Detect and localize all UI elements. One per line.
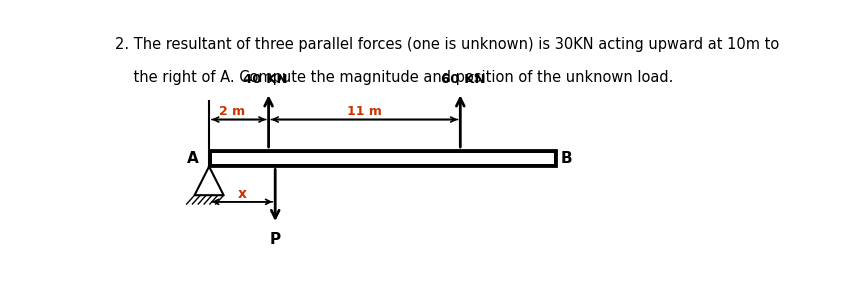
Text: 60 KN: 60 KN <box>440 73 486 86</box>
Text: x: x <box>238 187 246 201</box>
Text: P: P <box>269 232 280 247</box>
Bar <box>209 150 556 166</box>
Text: 40 KN: 40 KN <box>243 73 287 86</box>
Text: 2. The resultant of three parallel forces (one is unknown) is 30KN acting upward: 2. The resultant of three parallel force… <box>114 37 778 52</box>
Bar <box>211 153 553 164</box>
Polygon shape <box>194 166 223 195</box>
Text: B: B <box>560 151 571 166</box>
Text: the right of A. Compute the magnitude and position of the unknown load.: the right of A. Compute the magnitude an… <box>114 70 672 85</box>
Text: 11 m: 11 m <box>347 105 382 119</box>
Text: 2 m: 2 m <box>219 105 245 119</box>
Text: A: A <box>187 151 199 166</box>
